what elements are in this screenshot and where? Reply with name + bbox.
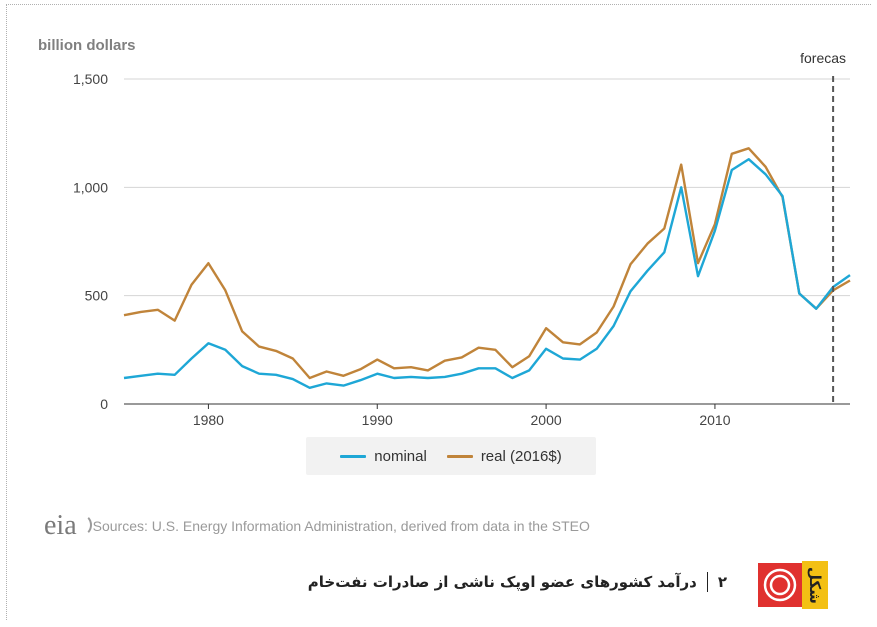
series-line-nominal[interactable] — [123, 157, 851, 389]
y-axis-label: billion dollars — [38, 37, 136, 54]
x-tick-label: 1990 — [362, 412, 393, 428]
figure-caption: ۲ درآمد کشورهای عضو اوپک ناشی از صادرات … — [308, 572, 727, 592]
figure-frame — [6, 4, 871, 620]
x-tick-label: 1980 — [193, 412, 224, 428]
legend-item-nominal[interactable]: nominal — [340, 448, 427, 465]
series-lines — [123, 147, 851, 389]
legend-item-real[interactable]: real (2016$) — [446, 447, 562, 465]
legend-label-nominal: nominal — [374, 447, 427, 465]
x-tick-labels: 1980 1990 2000 2010 — [193, 404, 731, 428]
legend-swatch-real — [446, 454, 473, 458]
y-tick-label: 1,000 — [73, 179, 108, 195]
y-tick-labels: 0 500 1,000 1,500 — [73, 71, 108, 412]
caption-number: ۲ — [717, 573, 727, 591]
source-row: eia Sources: U.S. Energy Information Adm… — [44, 512, 590, 540]
target-icon — [758, 563, 802, 607]
source-text: Sources: U.S. Energy Information Adminis… — [92, 518, 590, 534]
eia-logo: eia — [44, 512, 92, 540]
y-tick-label: 0 — [100, 396, 108, 412]
y-tick-label: 1,500 — [73, 71, 108, 87]
badge-word: شکل — [806, 566, 824, 604]
legend-swatch-nominal — [340, 454, 367, 458]
series-line-real[interactable] — [123, 147, 851, 380]
caption-separator — [706, 572, 708, 592]
forecast-label: forecas — [800, 50, 846, 66]
line-chart: billion dollars 0 500 1,000 1,500 1980 1990 2… — [38, 37, 851, 428]
y-tick-label: 500 — [85, 288, 109, 304]
figure-badge: شکل — [758, 561, 828, 609]
x-tick-label: 2000 — [531, 412, 562, 428]
caption-text: درآمد کشورهای عضو اوپک ناشی از صادرات نف… — [307, 573, 697, 591]
x-tick-label: 2010 — [699, 412, 730, 428]
gridlines — [124, 78, 850, 297]
chart-legend: nominal real (2016$) — [306, 437, 596, 475]
legend-label-real: real (2016$) — [480, 447, 562, 465]
